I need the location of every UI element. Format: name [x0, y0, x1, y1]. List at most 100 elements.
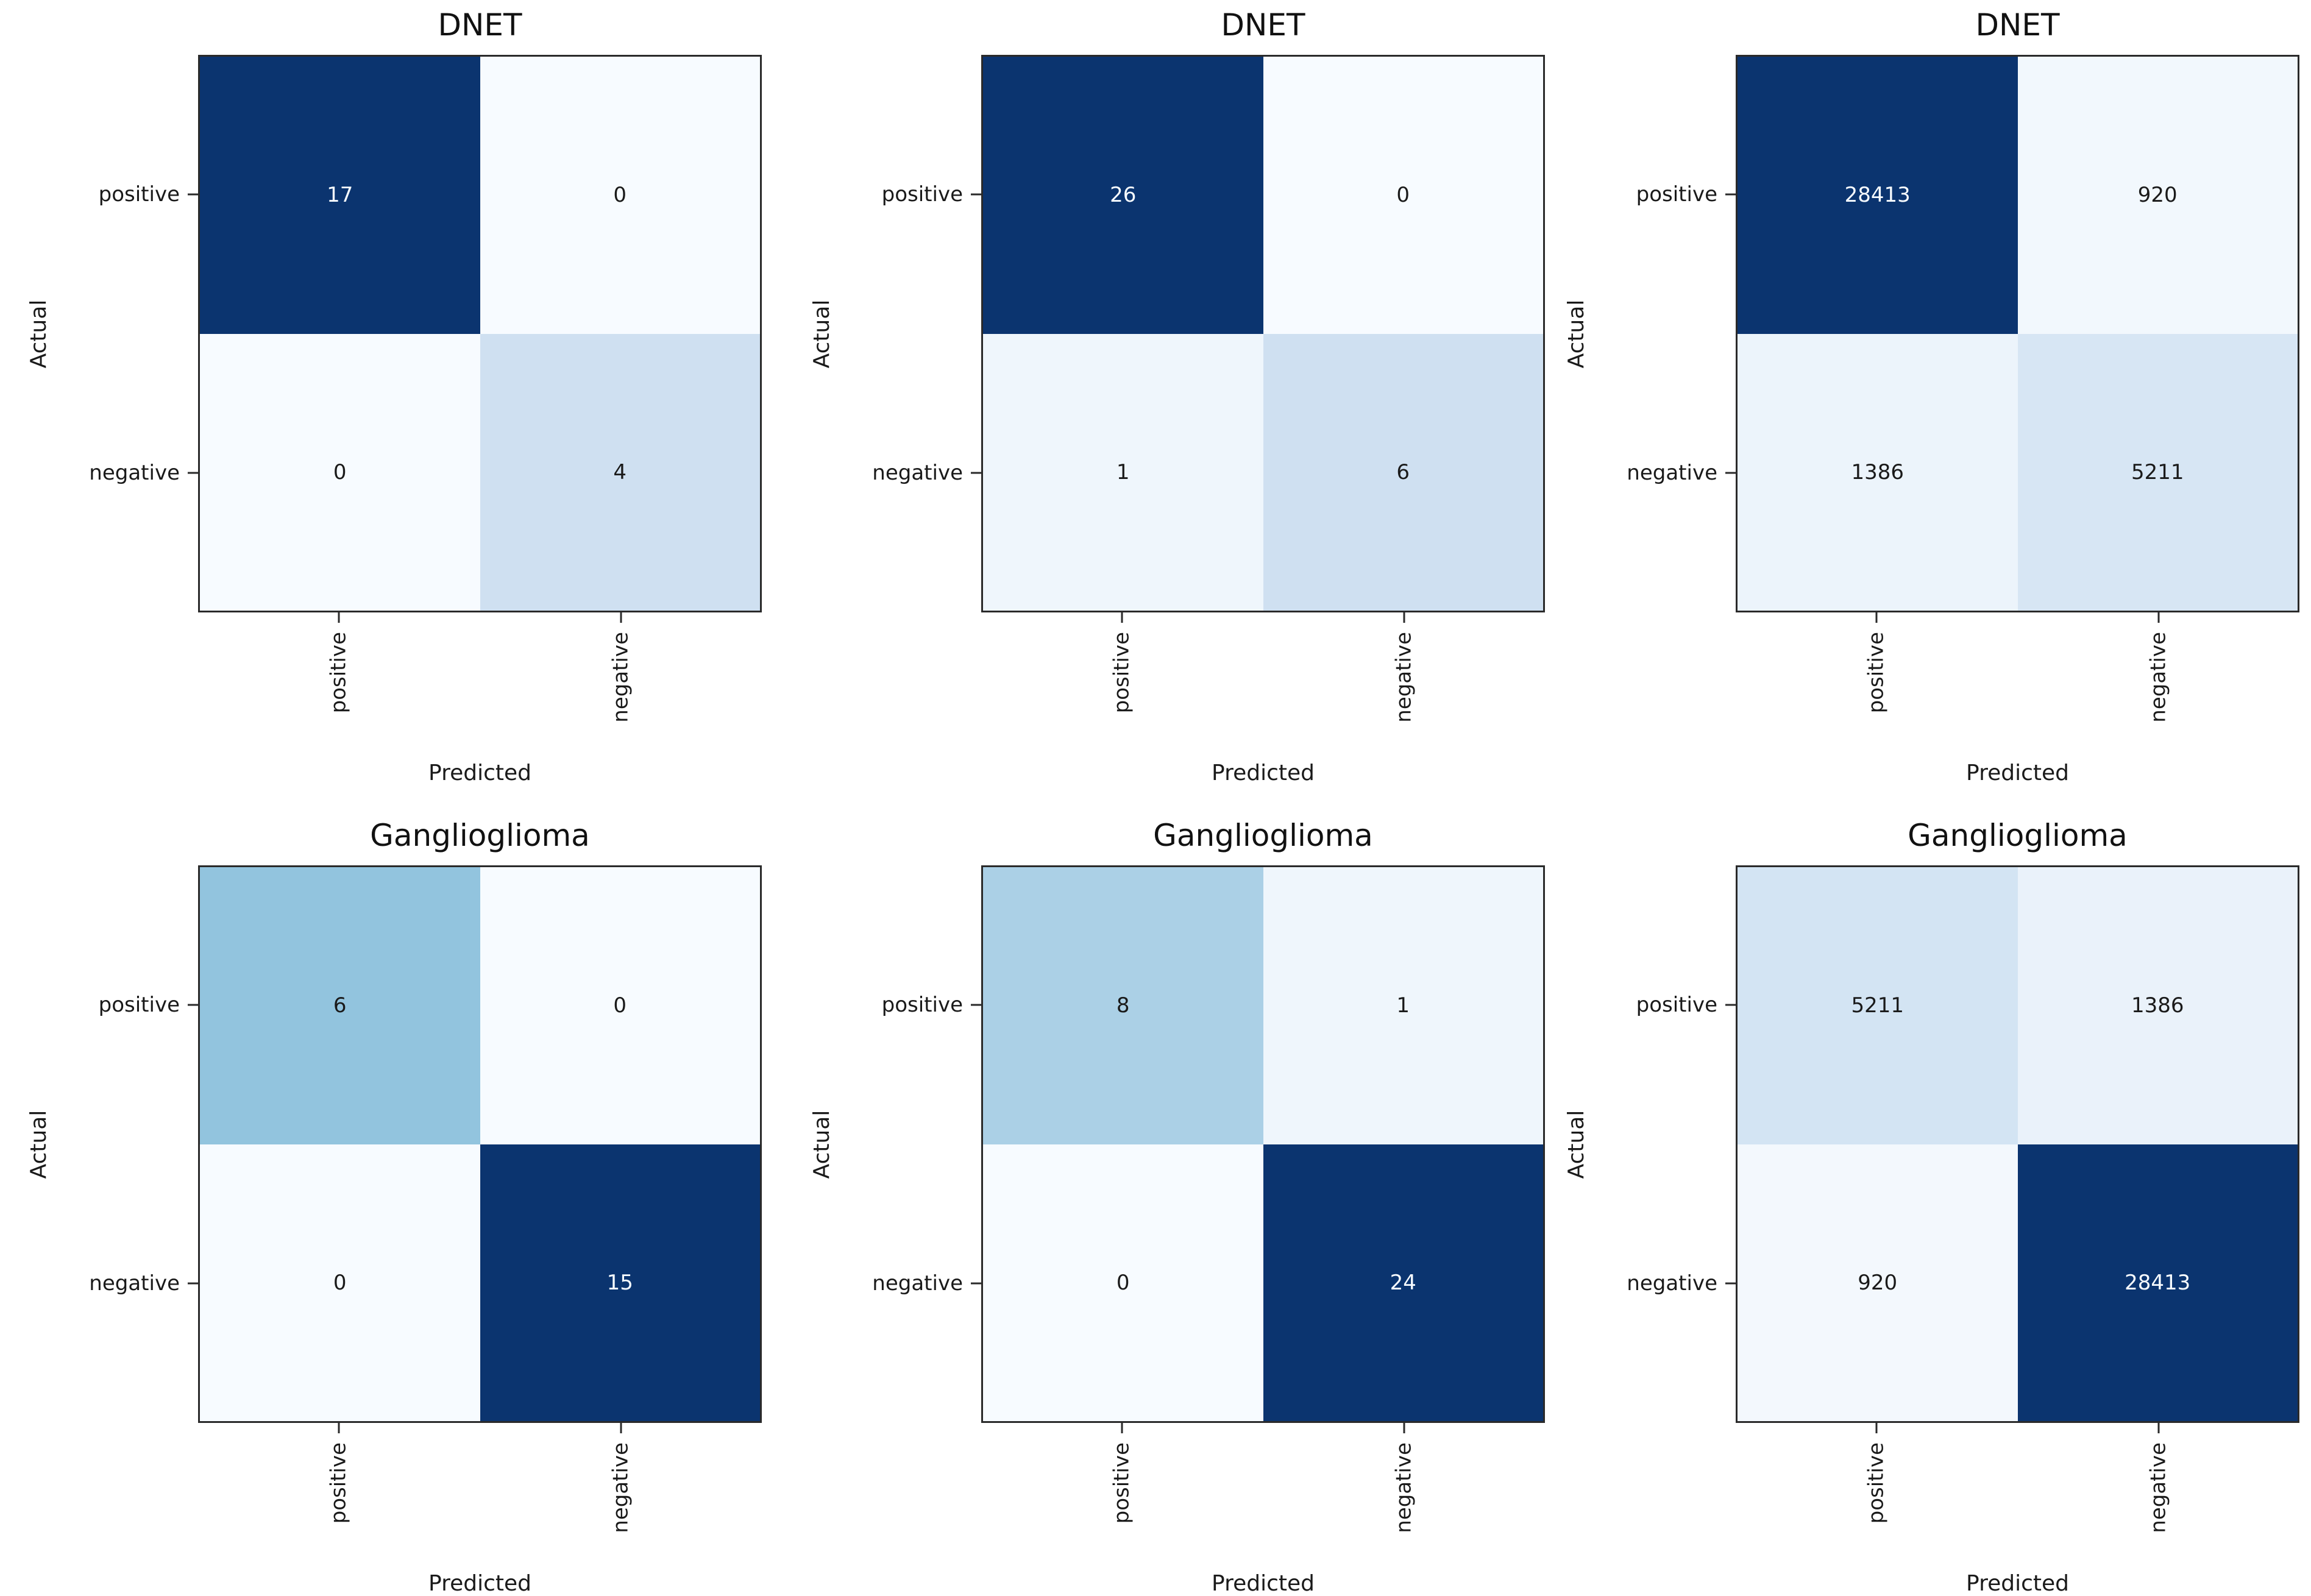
y-axis-label: Actual — [26, 1110, 51, 1179]
confusion-matrix-ganglioglioma-1: Ganglioglioma Actual positive negative 6… — [26, 818, 762, 1596]
y-tick-label-positive: positive — [1636, 992, 1717, 1017]
x-tick-label-negative: negative — [608, 632, 633, 723]
tick-mark — [338, 1423, 340, 1433]
x-tick-label-positive: positive — [326, 1442, 351, 1524]
matrix-cell-r1c1: 24 — [1263, 1144, 1543, 1421]
x-axis-label: Predicted — [428, 761, 531, 786]
x-axis-label: Predicted — [1212, 761, 1315, 786]
y-axis-label: Actual — [809, 1110, 834, 1179]
tick-mark — [1403, 612, 1405, 623]
tick-mark — [1725, 193, 1736, 196]
tick-mark — [1875, 612, 1878, 623]
tick-mark — [971, 1004, 981, 1006]
tick-mark — [2157, 612, 2160, 623]
x-tick-label-positive: positive — [1109, 632, 1134, 714]
tick-mark — [188, 1004, 198, 1006]
y-tick-label-positive: positive — [98, 992, 180, 1017]
x-axis-label: Predicted — [1212, 1571, 1315, 1596]
chart-title: DNET — [438, 7, 522, 43]
heatmap-grid: 26 0 1 6 — [981, 55, 1545, 612]
matrix-cell-r1c1: 15 — [480, 1144, 760, 1421]
tick-mark — [1121, 1423, 1123, 1433]
y-axis-label: Actual — [1564, 299, 1589, 368]
tick-mark — [971, 472, 981, 474]
tick-mark — [1725, 1282, 1736, 1285]
tick-mark — [2157, 1423, 2160, 1433]
confusion-matrix-dnet-3: DNET Actual positive negative 28413 920 … — [1564, 7, 2299, 786]
heatmap-grid: 8 1 0 24 — [981, 865, 1545, 1423]
tick-mark — [1875, 1423, 1878, 1433]
matrix-cell-r1c1: 6 — [1263, 333, 1543, 611]
y-tick-label-negative: negative — [1627, 1271, 1717, 1296]
x-axis-label: Predicted — [1966, 1571, 2069, 1596]
matrix-cell-r0c0: 5211 — [1738, 867, 2018, 1144]
y-tick-label-positive: positive — [881, 182, 963, 207]
y-tick-label-negative: negative — [89, 1271, 180, 1296]
confusion-matrix-dnet-2: DNET Actual positive negative 26 0 1 6 p… — [809, 7, 1545, 786]
y-tick-label-positive: positive — [1636, 182, 1717, 207]
y-axis-label: Actual — [809, 299, 834, 368]
tick-mark — [338, 612, 340, 623]
x-tick-label-negative: negative — [2146, 632, 2171, 723]
matrix-cell-r0c0: 26 — [983, 57, 1263, 334]
tick-mark — [188, 472, 198, 474]
tick-mark — [1121, 612, 1123, 623]
y-tick-label-negative: negative — [872, 461, 963, 486]
x-tick-label-negative: negative — [1391, 1442, 1416, 1533]
chart-title: DNET — [1221, 7, 1305, 43]
heatmap-grid: 28413 920 1386 5211 — [1736, 55, 2299, 612]
x-axis-label: Predicted — [428, 1571, 531, 1596]
matrix-cell-r0c0: 6 — [200, 867, 480, 1144]
y-axis-label: Actual — [26, 299, 51, 368]
tick-mark — [188, 1282, 198, 1285]
x-tick-label-positive: positive — [1109, 1442, 1134, 1524]
y-axis-label: Actual — [1564, 1110, 1589, 1179]
heatmap-grid: 5211 1386 920 28413 — [1736, 865, 2299, 1423]
x-axis-label: Predicted — [1966, 761, 2069, 786]
matrix-cell-r1c1: 28413 — [2017, 1144, 2298, 1421]
heatmap-grid: 17 0 0 4 — [198, 55, 762, 612]
heatmap-grid: 6 0 0 15 — [198, 865, 762, 1423]
matrix-cell-r1c0: 0 — [983, 1144, 1263, 1421]
y-tick-label-negative: negative — [872, 1271, 963, 1296]
tick-mark — [188, 193, 198, 196]
x-tick-label-negative: negative — [608, 1442, 633, 1533]
matrix-cell-r0c1: 0 — [480, 867, 760, 1144]
x-tick-label-positive: positive — [1864, 1442, 1889, 1524]
tick-mark — [620, 1423, 622, 1433]
matrix-cell-r0c0: 28413 — [1738, 57, 2018, 334]
tick-mark — [620, 612, 622, 623]
confusion-matrix-ganglioglioma-3: Ganglioglioma Actual positive negative 5… — [1564, 818, 2299, 1596]
chart-title: Ganglioglioma — [370, 818, 590, 853]
x-tick-label-positive: positive — [326, 632, 351, 714]
y-tick-label-positive: positive — [881, 992, 963, 1017]
matrix-cell-r1c0: 1 — [983, 333, 1263, 611]
matrix-cell-r1c1: 5211 — [2017, 333, 2298, 611]
tick-mark — [1725, 1004, 1736, 1006]
x-tick-label-negative: negative — [1391, 632, 1416, 723]
tick-mark — [971, 193, 981, 196]
confusion-matrix-ganglioglioma-2: Ganglioglioma Actual positive negative 8… — [809, 818, 1545, 1596]
matrix-cell-r1c0: 0 — [200, 333, 480, 611]
chart-title: Ganglioglioma — [1908, 818, 2128, 853]
tick-mark — [1725, 472, 1736, 474]
tick-mark — [971, 1282, 981, 1285]
matrix-cell-r0c1: 920 — [2017, 57, 2298, 334]
x-tick-label-negative: negative — [2146, 1442, 2171, 1533]
matrix-cell-r0c1: 1 — [1263, 867, 1543, 1144]
matrix-cell-r1c1: 4 — [480, 333, 760, 611]
chart-title: DNET — [1975, 7, 2060, 43]
y-tick-label-positive: positive — [98, 182, 180, 207]
matrix-cell-r0c0: 17 — [200, 57, 480, 334]
matrix-cell-r1c0: 1386 — [1738, 333, 2018, 611]
matrix-cell-r0c1: 1386 — [2017, 867, 2298, 1144]
tick-mark — [1403, 1423, 1405, 1433]
chart-title: Ganglioglioma — [1153, 818, 1373, 853]
y-tick-label-negative: negative — [1627, 461, 1717, 486]
matrix-cell-r0c0: 8 — [983, 867, 1263, 1144]
x-tick-label-positive: positive — [1864, 632, 1889, 714]
y-tick-label-negative: negative — [89, 461, 180, 486]
matrix-cell-r1c0: 920 — [1738, 1144, 2018, 1421]
confusion-matrix-dnet-1: DNET Actual positive negative 17 0 0 4 p… — [26, 7, 762, 786]
